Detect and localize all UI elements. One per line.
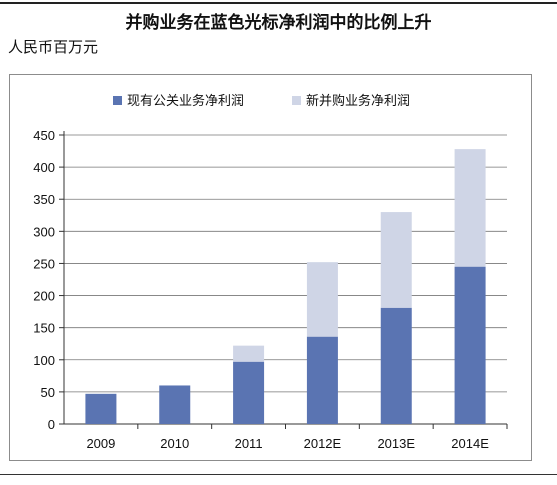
bar-segment xyxy=(454,266,486,424)
y-tick-label: 450 xyxy=(33,128,55,143)
bar-segment xyxy=(233,345,265,362)
x-tick-label: 2011 xyxy=(235,436,263,451)
y-tick-label: 400 xyxy=(33,160,55,175)
bar-segment xyxy=(380,307,412,424)
bar-segment xyxy=(306,262,338,337)
legend-swatch xyxy=(113,96,122,105)
y-tick-label: 50 xyxy=(41,385,55,400)
x-tick-label: 2014E xyxy=(451,436,489,451)
legend-swatch xyxy=(292,96,301,105)
legend-label: 现有公关业务净利润 xyxy=(127,93,244,109)
bar-segment xyxy=(233,361,265,424)
chart-title: 并购业务在蓝色光标净利润中的比例上升 xyxy=(125,13,432,33)
bar-segment xyxy=(159,385,191,424)
x-tick-label: 2013E xyxy=(377,436,415,451)
y-tick-label: 100 xyxy=(33,353,55,368)
bottom-rule xyxy=(0,474,557,475)
y-tick-label: 0 xyxy=(48,417,55,432)
bar-segment xyxy=(85,393,117,424)
bar-segment xyxy=(454,149,486,267)
y-tick-label: 350 xyxy=(33,192,55,207)
unit-label: 人民币百万元 xyxy=(8,38,99,56)
y-tick-label: 150 xyxy=(33,321,55,336)
x-tick-label: 2012E xyxy=(304,436,342,451)
y-tick-label: 200 xyxy=(33,289,55,304)
bar-segment xyxy=(306,336,338,424)
x-tick-label: 2010 xyxy=(160,436,189,451)
chart-frame xyxy=(9,74,532,461)
x-tick-label: 2009 xyxy=(86,436,115,451)
y-tick-label: 250 xyxy=(33,256,55,271)
bar-segment xyxy=(380,212,412,308)
top-rule xyxy=(0,2,557,4)
legend-label: 新并购业务净利润 xyxy=(306,93,410,109)
y-tick-label: 300 xyxy=(33,224,55,239)
